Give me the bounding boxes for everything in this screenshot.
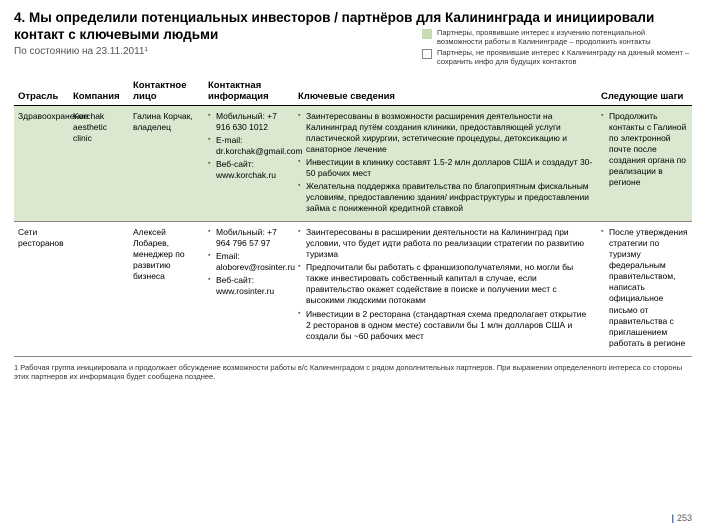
table-cell-key: Заинтересованы в возможности расширения … — [294, 105, 597, 221]
list-item: Заинтересованы в расширении деятельности… — [298, 227, 593, 260]
legend: Партнеры, проявившие интерес к изучению … — [422, 28, 692, 68]
table-row: ЗдравоохранениеKorchak aesthetic clinicГ… — [14, 105, 692, 221]
list-item: Заинтересованы в возможности расширения … — [298, 111, 593, 155]
legend-swatch — [422, 49, 432, 59]
column-header: Ключевые сведения — [294, 77, 597, 106]
table-cell: Korchak aesthetic clinic — [69, 105, 129, 221]
list-item: Мобильный: +7 964 796 57 97 — [208, 227, 290, 249]
footnote: 1 Рабочая группа инициировала и продолжа… — [14, 363, 692, 382]
page-number: |253 — [671, 513, 692, 523]
table-cell — [69, 222, 129, 357]
data-table: ОтрасльКомпанияКонтактное лицоКонтактная… — [14, 77, 692, 357]
list-item: Инвестиции в клинику составят 1.5-2 млн … — [298, 157, 593, 179]
table-cell-next: Продолжить контакты с Галиной по электро… — [597, 105, 692, 221]
table-cell: Сети ресторанов — [14, 222, 69, 357]
legend-swatch — [422, 29, 432, 39]
table-cell: Здравоохранение — [14, 105, 69, 221]
legend-item: Партнеры, проявившие интерес к изучению … — [422, 28, 692, 46]
table-row: Сети ресторанов Алексей Лобарев, менеджер… — [14, 222, 692, 357]
list-item: Инвестиции в 2 ресторана (стандартная сх… — [298, 309, 593, 342]
table-cell: Галина Корчак, владелец — [129, 105, 204, 221]
table-cell-contact-info: Мобильный: +7 964 796 57 97Email: alobor… — [204, 222, 294, 357]
list-item: Предпочитали бы работать с франшизополуч… — [298, 262, 593, 306]
column-header: Контактная информация — [204, 77, 294, 106]
list-item: После утверждения стратегии по туризму ф… — [601, 227, 688, 349]
legend-item: Партнеры, не проявившие интерес к Калини… — [422, 48, 692, 66]
column-header: Компания — [69, 77, 129, 106]
legend-label: Партнеры, проявившие интерес к изучению … — [437, 28, 692, 46]
table-cell: Алексей Лобарев, менеджер по развитию би… — [129, 222, 204, 357]
column-header: Следующие шаги — [597, 77, 692, 106]
list-item: Веб-сайт: www.korchak.ru — [208, 159, 290, 181]
list-item: Веб-сайт: www.rosinter.ru — [208, 275, 290, 297]
column-header: Отрасль — [14, 77, 69, 106]
list-item: Мобильный: +7 916 630 1012 — [208, 111, 290, 133]
list-item: Желательна поддержка правительства по бл… — [298, 181, 593, 214]
table-cell-contact-info: Мобильный: +7 916 630 1012E-mail: dr.kor… — [204, 105, 294, 221]
list-item: Продолжить контакты с Галиной по электро… — [601, 111, 688, 188]
column-header: Контактное лицо — [129, 77, 204, 106]
data-table-wrap: ОтрасльКомпанияКонтактное лицоКонтактная… — [14, 77, 692, 357]
list-item: E-mail: dr.korchak@gmail.com — [208, 135, 290, 157]
table-cell-key: Заинтересованы в расширении деятельности… — [294, 222, 597, 357]
legend-label: Партнеры, не проявившие интерес к Калини… — [437, 48, 692, 66]
list-item: Email: aloborev@rosinter.ru — [208, 251, 290, 273]
table-cell-next: После утверждения стратегии по туризму ф… — [597, 222, 692, 357]
